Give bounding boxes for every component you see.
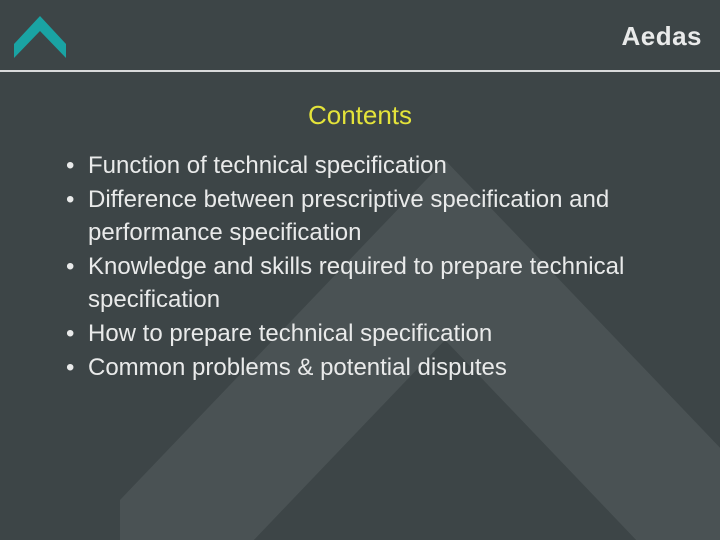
brand-text: Aedas: [621, 21, 702, 52]
list-item: Difference between prescriptive specific…: [60, 184, 660, 249]
topbar: Aedas: [0, 0, 720, 72]
bullet-list: Function of technical specification Diff…: [60, 150, 660, 385]
slide-body: Function of technical specification Diff…: [60, 150, 660, 387]
list-item: How to prepare technical specification: [60, 318, 660, 350]
list-item: Knowledge and skills required to prepare…: [60, 251, 660, 316]
slide-title: Contents: [0, 100, 720, 131]
list-item: Common problems & potential disputes: [60, 352, 660, 384]
chevron-up-icon: [12, 14, 68, 58]
slide: Aedas Contents Function of technical spe…: [0, 0, 720, 540]
list-item: Function of technical specification: [60, 150, 660, 182]
